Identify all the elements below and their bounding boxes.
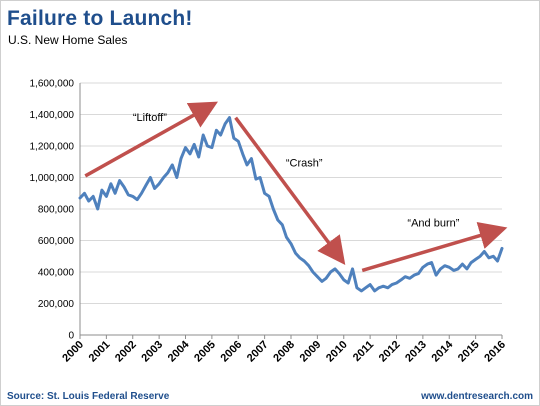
x-tick-label: 2013 xyxy=(403,339,429,365)
y-tick-label: 400,000 xyxy=(38,268,75,279)
x-tick-label: 2002 xyxy=(113,339,139,365)
annotation-label: “And burn” xyxy=(407,217,459,229)
trend-arrows xyxy=(84,101,508,273)
y-tick-label: 1,000,000 xyxy=(30,173,75,184)
y-tick-label: 1,400,000 xyxy=(30,110,75,121)
x-tick-labels: 2000 2001 2002 2003 2004 2005 2006 2007 2008 2009… xyxy=(60,338,508,364)
x-tick-label: 2004 xyxy=(166,338,192,364)
x-tick-label: 2015 xyxy=(456,339,482,365)
x-tick-label: 2011 xyxy=(351,339,376,364)
x-tick-label: 2012 xyxy=(377,339,403,365)
annotations: “Liftoff” “Crash” “And burn” xyxy=(133,112,460,230)
x-tick-label: 2001 xyxy=(87,339,113,365)
y-tick-label: 800,000 xyxy=(38,205,75,216)
x-tick-label: 2016 xyxy=(482,339,508,365)
y-tick-labels: 0 200,000 400,000 600,000 800,000 1,000,000 1,… xyxy=(30,79,75,342)
y-tick-label: 1,600,000 xyxy=(30,79,75,90)
x-tick-label: 2005 xyxy=(192,339,218,365)
x-tick-label: 2008 xyxy=(271,339,297,365)
series-group xyxy=(78,116,504,293)
chart-title: Failure to Launch! xyxy=(7,7,193,30)
y-tick-label: 200,000 xyxy=(38,299,75,310)
y-tick-label: 1,200,000 xyxy=(30,142,75,153)
trend-arrow xyxy=(361,222,508,273)
x-tick-label: 2014 xyxy=(430,338,456,364)
x-tick-label: 2000 xyxy=(60,339,86,365)
annotation-label: “Crash” xyxy=(286,157,323,169)
x-tick-label: 2003 xyxy=(139,339,165,365)
website-note: www.dentresearch.com xyxy=(421,391,533,402)
axes xyxy=(79,83,503,339)
y-tick-label: 600,000 xyxy=(38,236,75,247)
chart-subtitle: U.S. New Home Sales xyxy=(8,33,128,47)
x-tick-label: 2009 xyxy=(298,339,324,365)
trend-arrow xyxy=(234,116,346,266)
source-note: Source: St. Louis Federal Reserve xyxy=(7,391,170,402)
y-tick-label: 0 xyxy=(68,331,74,342)
x-tick-label: 2006 xyxy=(219,339,245,365)
annotation-label: “Liftoff” xyxy=(133,112,167,124)
x-tick-label: 2010 xyxy=(324,339,350,365)
series-line xyxy=(78,116,504,293)
x-tick-label: 2007 xyxy=(245,339,271,365)
trend-arrow xyxy=(84,101,218,178)
